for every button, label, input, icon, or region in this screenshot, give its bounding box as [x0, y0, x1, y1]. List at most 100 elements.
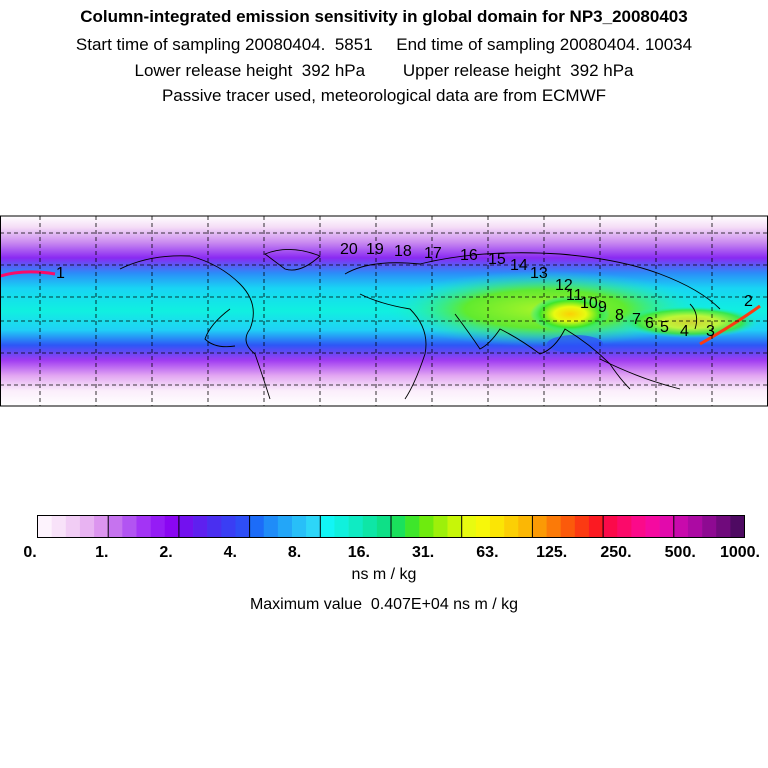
- trajectory-label-7: 7: [632, 311, 641, 328]
- colorbar-box: [673, 515, 689, 538]
- colorbar-box: [447, 515, 462, 538]
- colorbar-tick-label: 125.: [536, 544, 567, 561]
- colorbar-box: [277, 515, 293, 538]
- colorbar-frame: [37, 515, 745, 538]
- trajectory-label-4: 4: [680, 323, 689, 340]
- colorbar-tick-label: 8.: [288, 544, 301, 561]
- colorbar-tick-label: 250.: [600, 544, 631, 561]
- trajectory-label-13: 13: [530, 265, 548, 282]
- colorbar-box: [702, 515, 717, 538]
- colorbar-box: [603, 515, 618, 538]
- colorbar-box: [461, 515, 477, 538]
- colorbar-tick-labels: 0. 1. 2. 4. 8. 16. 31. 63. 125. 250. 500. 1000.: [23, 544, 760, 561]
- tibet-low-region: [547, 335, 603, 353]
- trajectory-label-20: 20: [340, 241, 358, 258]
- colorbar-units: ns m / kg: [351, 566, 417, 583]
- colorbar-tick-label: 31.: [412, 544, 434, 561]
- trajectory-label-9: 9: [598, 299, 607, 316]
- colorbar-box: [37, 515, 52, 538]
- colorbar-box: [207, 515, 222, 538]
- trajectory-label-16: 16: [460, 247, 478, 264]
- colorbar-boxes: [37, 515, 745, 538]
- colorbar-box: [560, 515, 576, 538]
- colorbar-box: [249, 515, 265, 538]
- colorbar-box: [546, 515, 561, 538]
- colorbar-tick-label: 4.: [224, 544, 237, 561]
- colorbar-tick-label: 1.: [95, 544, 108, 561]
- trajectory-label-11: 11: [566, 287, 583, 304]
- colorbar-box: [645, 515, 660, 538]
- colorbar-box: [475, 515, 491, 538]
- plot-title: Column-integrated emission sensitivity i…: [80, 7, 688, 26]
- colorbar-box: [716, 515, 731, 538]
- trajectory-label-2: 2: [744, 293, 753, 310]
- colorbar-box: [193, 515, 208, 538]
- graticule: [0, 216, 768, 406]
- trajectory-label-12: 12: [555, 277, 573, 294]
- colorbar-box: [574, 515, 590, 538]
- colorbar: 0. 1. 2. 4. 8. 16. 31. 63. 125. 250. 500. 1000.: [23, 515, 760, 561]
- colorbar-box: [419, 515, 434, 538]
- sampling-time-line: Start time of sampling 20080404. 5851 En…: [75, 35, 693, 54]
- colorbar-box: [136, 515, 151, 538]
- trajectory-band-east: [699, 304, 761, 346]
- colorbar-box: [391, 515, 406, 538]
- colorbar-tick-label: 1000.: [720, 544, 760, 561]
- trajectory-label-5: 5: [660, 319, 669, 336]
- colorbar-box: [433, 515, 448, 538]
- colorbar-tick-label: 0.: [23, 544, 36, 561]
- colorbar-box: [334, 515, 349, 538]
- colorbar-box: [617, 515, 632, 538]
- colorbar-box: [320, 515, 335, 538]
- colorbar-box: [65, 515, 81, 538]
- colorbar-box: [588, 515, 604, 538]
- colorbar-tick-label: 500.: [665, 544, 696, 561]
- colorbar-box: [405, 515, 420, 538]
- colorbar-box: [687, 515, 703, 538]
- trajectory-label-14: 14: [510, 257, 528, 274]
- colorbar-box: [306, 515, 321, 538]
- trajectory-label-19: 19: [366, 241, 384, 258]
- colorbar-box: [631, 515, 646, 538]
- colorbar-tick-label: 2.: [159, 544, 172, 561]
- colorbar-box: [504, 515, 519, 538]
- colorbar-box: [518, 515, 533, 538]
- colorbar-box: [51, 515, 67, 538]
- colorbar-box: [362, 515, 378, 538]
- tracer-info-line: Passive tracer used, meteorological data…: [161, 86, 607, 105]
- maximum-value-text: Maximum value 0.407E+04 ns m / kg: [249, 596, 519, 613]
- colorbar-box: [730, 515, 745, 538]
- colorbar-box: [348, 515, 364, 538]
- release-height-line: Lower release height 392 hPa Upper relea…: [134, 61, 634, 80]
- colorbar-box: [79, 515, 95, 538]
- trajectory-label-3: 3: [706, 323, 715, 340]
- trajectory-label-10: 10: [580, 295, 598, 312]
- colorbar-box: [150, 515, 166, 538]
- trajectory-label-1: 1: [56, 265, 65, 282]
- colorbar-box: [263, 515, 279, 538]
- colorbar-box: [108, 515, 123, 538]
- trajectory-label-8: 8: [615, 307, 624, 324]
- colorbar-box: [292, 515, 307, 538]
- colorbar-box: [164, 515, 180, 538]
- colorbar-tick-label: 63.: [476, 544, 498, 561]
- east-asia-hotspot: [530, 296, 610, 332]
- colorbar-box: [376, 515, 392, 538]
- colorbar-box: [178, 515, 194, 538]
- colorbar-box: [94, 515, 109, 538]
- colorbar-box: [221, 515, 236, 538]
- colorbar-tick-label: 16.: [348, 544, 370, 561]
- colorbar-box: [532, 515, 547, 538]
- trajectory-label-6: 6: [645, 315, 654, 332]
- coastlines: [119, 249, 721, 400]
- colorbar-box: [122, 515, 137, 538]
- trajectory-band-west: [0, 270, 56, 278]
- colorbar-box: [489, 515, 505, 538]
- trajectory-label-17: 17: [424, 245, 442, 262]
- colorbar-box: [235, 515, 250, 538]
- colorbar-box: [659, 515, 675, 538]
- trajectory-label-18: 18: [394, 243, 412, 260]
- trajectory-label-15: 15: [488, 251, 506, 268]
